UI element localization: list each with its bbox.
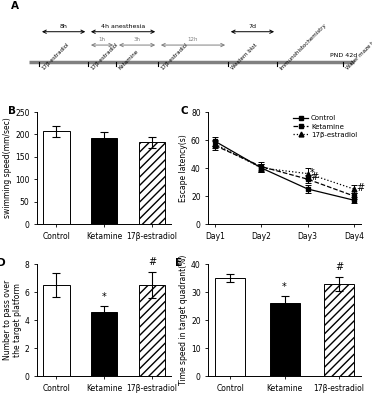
Text: 12h: 12h — [188, 37, 198, 42]
Bar — [270, 303, 299, 376]
Text: *: * — [102, 292, 106, 302]
Text: 17β-estradiol: 17β-estradiol — [160, 42, 189, 71]
Y-axis label: swimming speed(mm/sec): swimming speed(mm/sec) — [3, 118, 12, 218]
Text: A: A — [11, 1, 19, 11]
Text: 7d: 7d — [248, 24, 256, 29]
Bar — [91, 312, 117, 376]
Bar — [43, 285, 70, 376]
Text: #: # — [356, 183, 364, 193]
Text: 3h: 3h — [134, 37, 141, 42]
Bar — [139, 285, 165, 376]
Text: #: # — [310, 172, 318, 182]
Text: B: B — [8, 106, 16, 116]
Text: Ketamine: Ketamine — [118, 49, 140, 71]
Text: 1h: 1h — [99, 37, 106, 42]
Text: PND 42d: PND 42d — [330, 54, 357, 58]
Bar — [139, 142, 165, 224]
Text: #: # — [335, 262, 343, 272]
Y-axis label: Number to pass over
the target platform: Number to pass over the target platform — [3, 280, 22, 360]
Text: 17β-estradiol: 17β-estradiol — [41, 42, 70, 71]
Text: 4h anesthesia: 4h anesthesia — [101, 24, 145, 29]
Bar — [215, 278, 245, 376]
Text: E: E — [175, 258, 182, 268]
Text: Water maze test: Water maze test — [345, 35, 372, 71]
Text: Immunohistochemistry: Immunohistochemistry — [279, 22, 327, 71]
Text: 17β-estradiol: 17β-estradiol — [90, 42, 119, 71]
Text: #: # — [148, 257, 156, 267]
Text: Western blot: Western blot — [230, 43, 258, 71]
Bar — [324, 284, 354, 376]
Legend: Control, Ketamine, 17β-estradiol: Control, Ketamine, 17β-estradiol — [293, 116, 357, 138]
Text: C: C — [181, 106, 189, 116]
Bar — [43, 131, 70, 224]
Y-axis label: Escape latency(s): Escape latency(s) — [179, 134, 188, 202]
Y-axis label: Time speed in target quadrant(%): Time speed in target quadrant(%) — [179, 255, 188, 385]
Bar — [91, 138, 117, 224]
Text: *: * — [310, 168, 315, 178]
Text: D: D — [0, 258, 6, 268]
Text: *: * — [282, 282, 287, 292]
Text: 8h: 8h — [60, 24, 68, 29]
